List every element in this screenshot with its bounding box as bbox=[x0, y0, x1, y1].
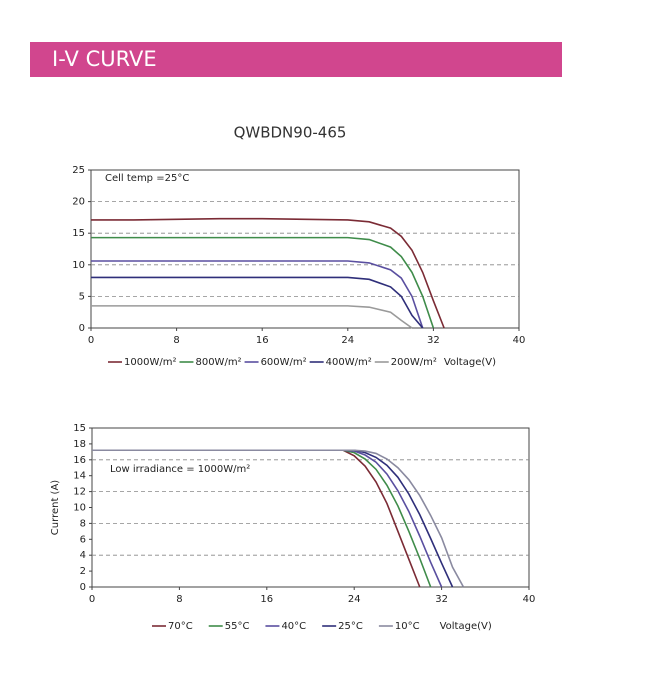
x-tick-label: 32 bbox=[435, 594, 448, 605]
y-tick-label: 25 bbox=[72, 165, 85, 176]
x-tick-label: 24 bbox=[348, 594, 361, 605]
x-tick-label: 8 bbox=[173, 335, 179, 346]
iv-curve bbox=[91, 276, 424, 329]
x-tick-label: 32 bbox=[427, 335, 440, 346]
y-axis-label: Current (A) bbox=[50, 480, 61, 535]
legend-label: 400W/m² bbox=[326, 357, 372, 368]
iv-curve bbox=[91, 217, 445, 329]
iv-curve bbox=[91, 305, 413, 329]
legend-label: 10°C bbox=[395, 621, 420, 632]
x-axis-label: Voltage(V) bbox=[444, 357, 496, 368]
plot-frame bbox=[91, 427, 530, 588]
y-tick-label: 15 bbox=[73, 423, 86, 434]
y-tick-label: 8 bbox=[80, 518, 86, 529]
annotation: Cell temp =25°C bbox=[105, 173, 189, 184]
x-tick-label: 16 bbox=[260, 594, 273, 605]
iv-curve bbox=[92, 449, 465, 588]
y-tick-label: 18 bbox=[73, 439, 86, 450]
legend-label: 800W/m² bbox=[195, 357, 241, 368]
chart-title: QWBDN90-465 bbox=[234, 124, 347, 142]
y-tick-label: 10 bbox=[73, 503, 86, 514]
y-tick-label: 0 bbox=[79, 323, 85, 334]
x-tick-label: 40 bbox=[513, 335, 526, 346]
y-tick-label: 10 bbox=[72, 260, 85, 271]
y-tick-label: 6 bbox=[80, 534, 86, 545]
x-tick-label: 8 bbox=[176, 594, 182, 605]
legend-label: 600W/m² bbox=[261, 357, 307, 368]
y-tick-label: 4 bbox=[80, 550, 86, 561]
legend-label: 70°C bbox=[168, 621, 193, 632]
plot-frame bbox=[90, 169, 520, 329]
x-tick-label: 0 bbox=[88, 335, 94, 346]
y-tick-label: 2 bbox=[80, 566, 86, 577]
y-tick-label: 15 bbox=[72, 228, 85, 239]
iv-curve bbox=[91, 236, 435, 329]
legend-label: 200W/m² bbox=[391, 357, 437, 368]
y-tick-label: 16 bbox=[73, 455, 86, 466]
legend-label: 1000W/m² bbox=[124, 357, 176, 368]
x-tick-label: 16 bbox=[256, 335, 269, 346]
y-tick-label: 5 bbox=[79, 291, 85, 302]
header-bar bbox=[30, 42, 562, 77]
legend-label: 40°C bbox=[281, 621, 306, 632]
legend-label: 25°C bbox=[338, 621, 363, 632]
y-tick-label: 12 bbox=[73, 487, 86, 498]
annotation: Low irradiance = 1000W/m² bbox=[110, 464, 250, 475]
y-tick-label: 20 bbox=[72, 197, 85, 208]
y-tick-label: 0 bbox=[80, 582, 86, 593]
y-tick-label: 14 bbox=[73, 471, 86, 482]
x-tick-label: 24 bbox=[341, 335, 354, 346]
x-axis-label: Voltage(V) bbox=[440, 621, 492, 632]
header-title: I-V CURVE bbox=[52, 47, 157, 71]
x-tick-label: 40 bbox=[523, 594, 536, 605]
legend-label: 55°C bbox=[225, 621, 250, 632]
iv-curve bbox=[91, 260, 424, 329]
x-tick-label: 0 bbox=[89, 594, 95, 605]
